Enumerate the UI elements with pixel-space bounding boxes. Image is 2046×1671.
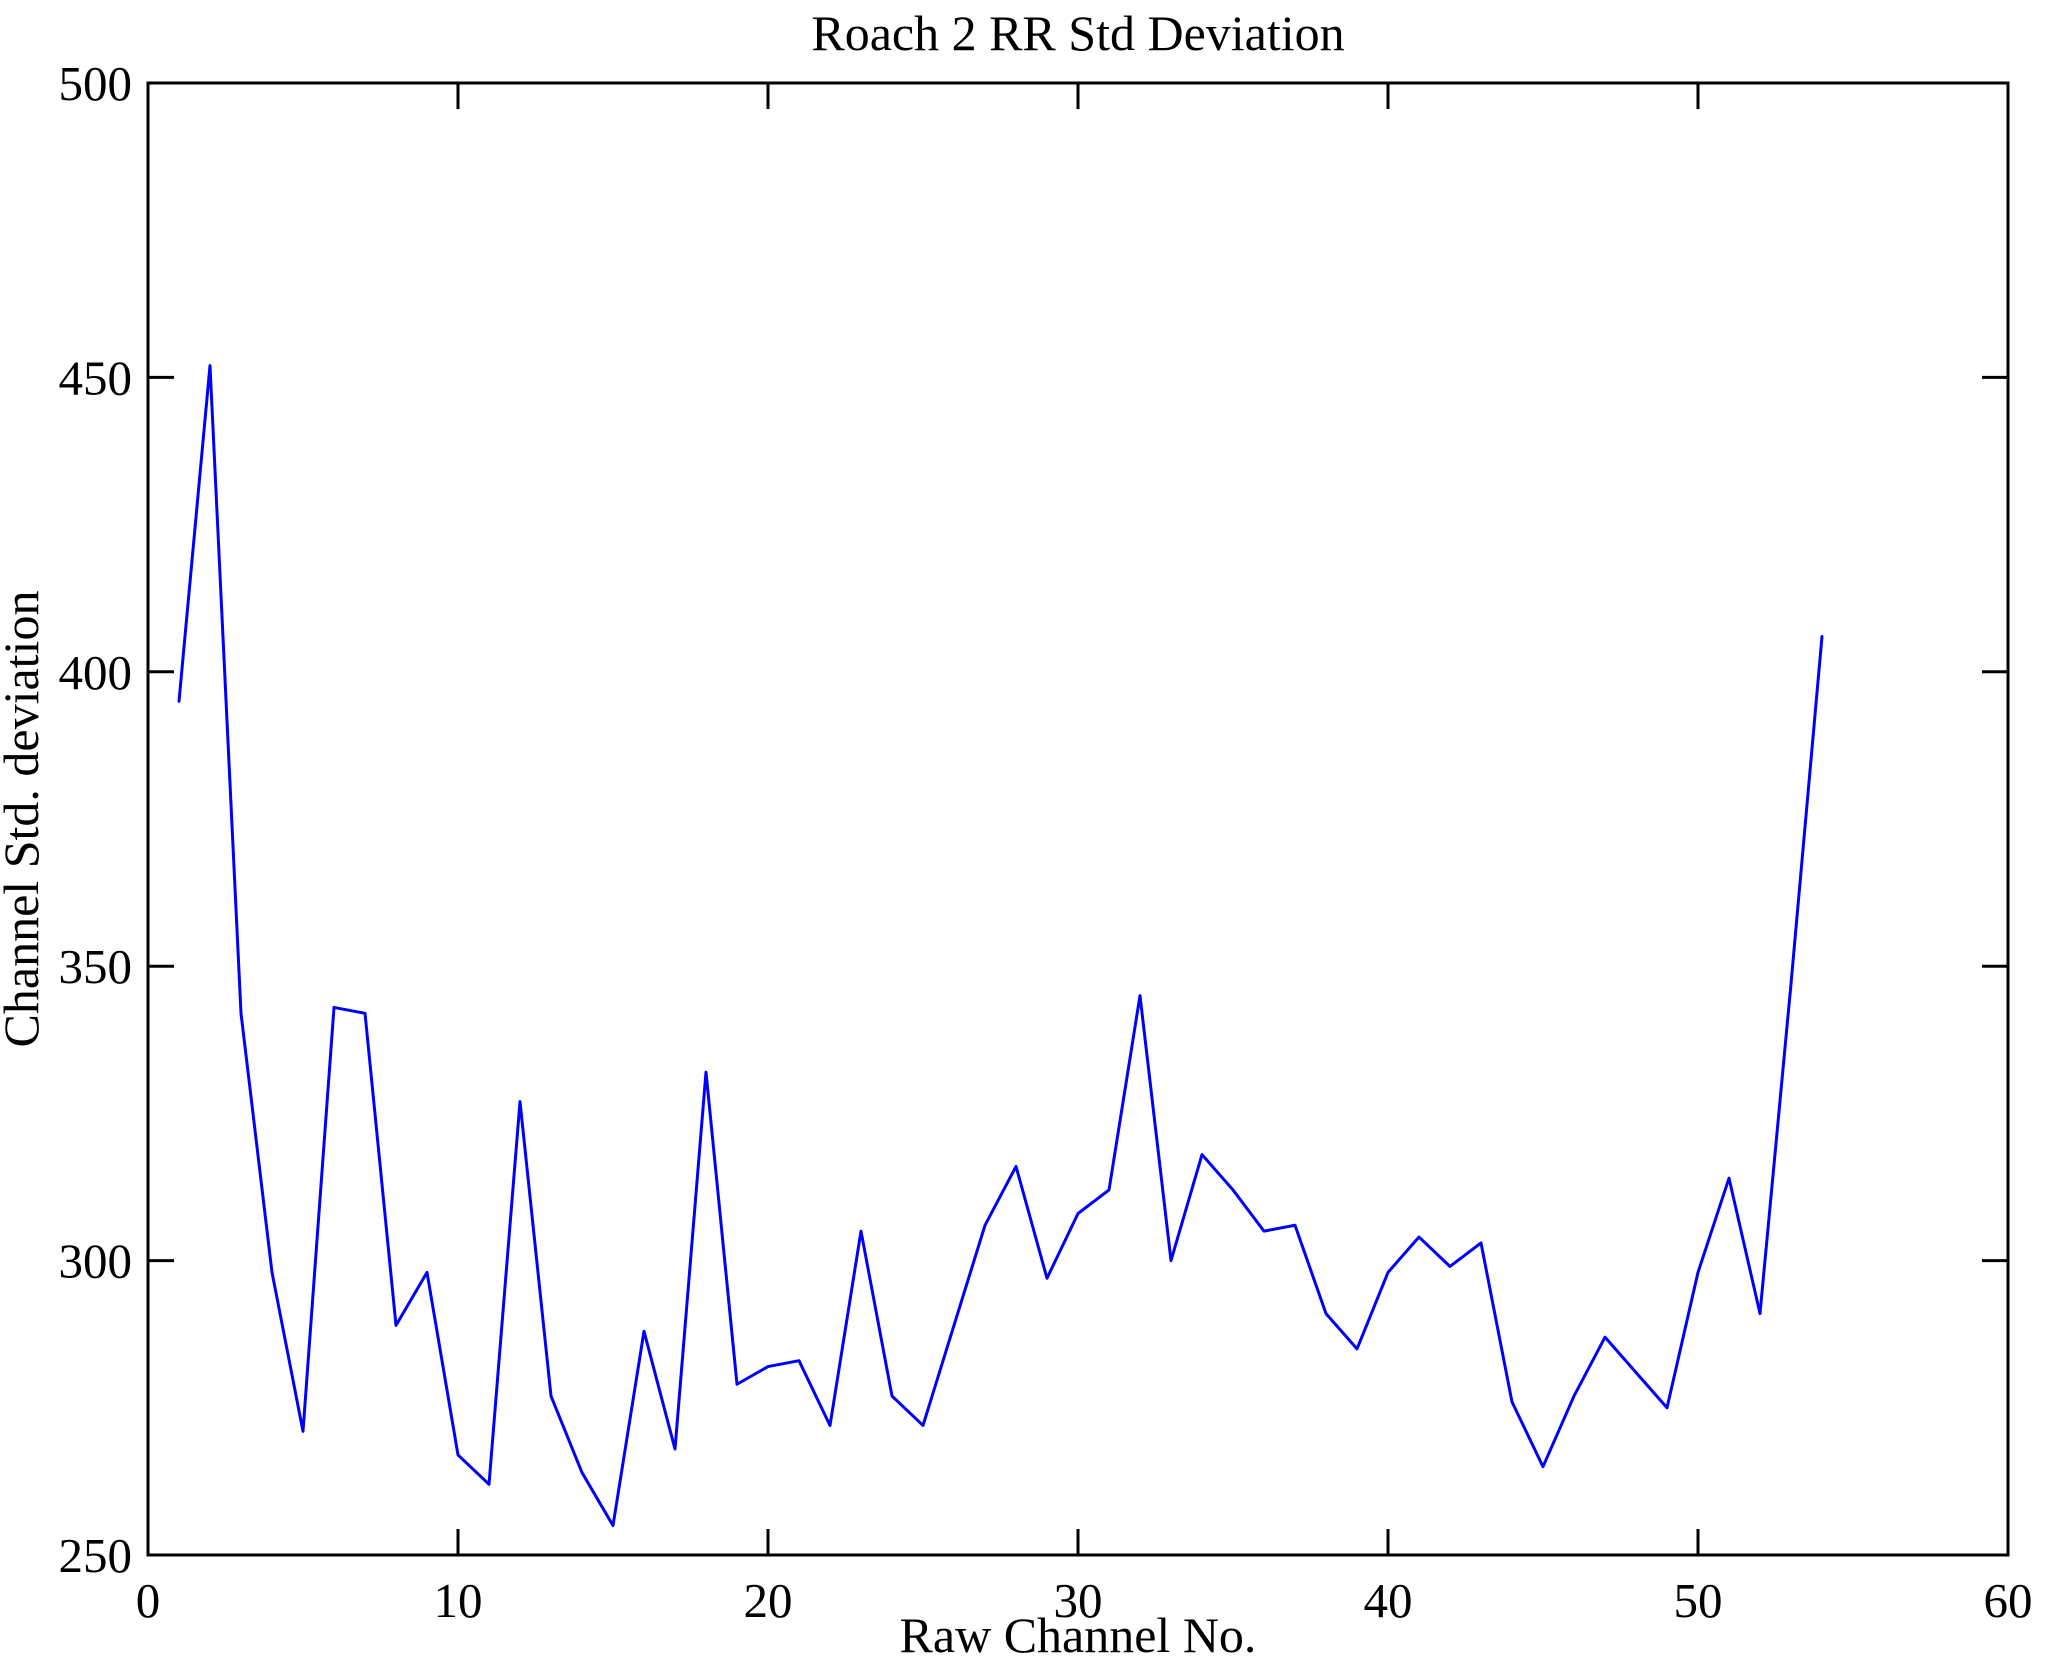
- y-axis-label: Channel Std. deviation: [0, 591, 49, 1048]
- tick-marks: [146, 81, 2010, 1557]
- chart-title: Roach 2 RR Std Deviation: [811, 5, 1344, 61]
- plot-border: [146, 81, 2010, 1557]
- x-tick-label: 50: [1674, 1573, 1723, 1628]
- y-tick-label: 500: [59, 56, 133, 111]
- y-tick-label: 400: [59, 645, 133, 700]
- data-line: [177, 364, 1824, 1528]
- x-tick-label: 60: [1984, 1573, 2033, 1628]
- x-tick-label: 30: [1054, 1573, 1103, 1628]
- y-tick-label: 300: [59, 1234, 133, 1289]
- x-axis-label: Raw Channel No.: [900, 1607, 1257, 1663]
- y-tick-label: 250: [59, 1528, 133, 1583]
- y-tick-label: 350: [59, 939, 133, 994]
- x-tick-label: 10: [434, 1573, 483, 1628]
- x-tick-label: 0: [136, 1573, 161, 1628]
- y-tick-label: 450: [59, 350, 133, 405]
- x-tick-label: 40: [1364, 1573, 1413, 1628]
- data-series: [177, 364, 1824, 1528]
- x-tick-label: 20: [744, 1573, 793, 1628]
- tick-labels: 0 10 20 30 40 50 60 250 300 350 400 450 500: [59, 56, 2033, 1628]
